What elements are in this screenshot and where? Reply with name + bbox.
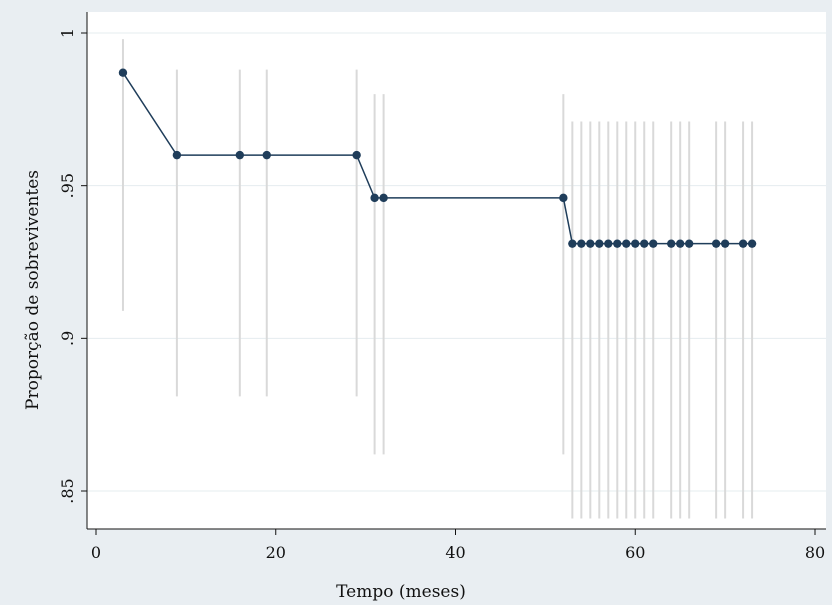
- y-tick-label: .85: [58, 478, 77, 503]
- data-point: [568, 239, 577, 248]
- data-point: [738, 239, 748, 248]
- data-point: [604, 239, 613, 248]
- data-point: [649, 239, 658, 248]
- data-point: [379, 193, 388, 203]
- data-point: [172, 150, 182, 160]
- data-point: [667, 239, 676, 248]
- y-tick-label: .95: [58, 173, 77, 198]
- x-axis-ticks: 0 20 40 60 80: [91, 529, 825, 562]
- data-point: [675, 239, 685, 248]
- data-point: [118, 68, 128, 77]
- data-point: [262, 150, 271, 160]
- y-axis-title: Proporção de sobreviventes: [23, 170, 43, 410]
- data-point: [370, 193, 379, 203]
- data-point: [595, 239, 604, 248]
- data-point: [352, 150, 361, 160]
- data-point: [559, 193, 568, 203]
- x-tick-label: 20: [266, 543, 286, 562]
- x-tick-label: 0: [91, 543, 101, 562]
- x-axis-title: Tempo (meses): [336, 582, 466, 602]
- data-point: [747, 239, 757, 248]
- data-point: [613, 239, 622, 248]
- x-tick-label: 40: [445, 543, 465, 562]
- plot-background: [87, 12, 826, 529]
- data-point: [640, 239, 649, 248]
- data-point: [711, 239, 721, 248]
- data-points: [118, 68, 757, 248]
- data-point: [235, 150, 244, 160]
- y-tick-label: .9: [58, 331, 77, 346]
- data-point: [586, 239, 595, 248]
- data-point: [577, 239, 586, 248]
- data-point: [631, 239, 640, 248]
- gridlines: [87, 32, 826, 492]
- confidence-intervals: [121, 39, 754, 519]
- x-tick-label: 60: [625, 543, 645, 562]
- data-point: [684, 239, 694, 248]
- y-tick-label: 1: [58, 28, 77, 38]
- y-axis-ticks: .85 .9 .95 1: [58, 28, 87, 504]
- data-point: [720, 239, 730, 248]
- x-tick-label: 80: [805, 543, 825, 562]
- data-point: [622, 239, 631, 248]
